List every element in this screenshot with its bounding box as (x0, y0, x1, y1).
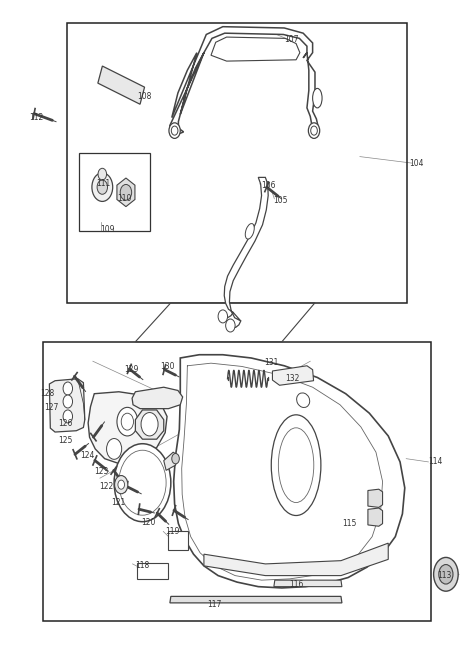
Circle shape (63, 395, 73, 408)
Text: 111: 111 (97, 180, 111, 188)
Text: 105: 105 (273, 195, 288, 204)
Text: 132: 132 (285, 374, 300, 383)
Polygon shape (274, 580, 342, 587)
Circle shape (309, 123, 319, 139)
Polygon shape (224, 177, 268, 321)
Circle shape (92, 173, 113, 201)
Text: 126: 126 (58, 419, 73, 428)
Text: 118: 118 (135, 561, 149, 570)
Text: 130: 130 (160, 362, 174, 371)
Text: 107: 107 (284, 35, 299, 44)
Ellipse shape (245, 223, 254, 239)
Polygon shape (168, 531, 188, 549)
Text: 131: 131 (264, 358, 278, 367)
Circle shape (114, 444, 171, 521)
Circle shape (121, 413, 134, 430)
Polygon shape (368, 489, 383, 507)
Text: 128: 128 (40, 389, 54, 398)
Circle shape (119, 450, 166, 515)
Polygon shape (170, 596, 342, 603)
Circle shape (98, 169, 107, 180)
Circle shape (169, 123, 180, 139)
Circle shape (63, 382, 73, 395)
Text: 117: 117 (207, 600, 221, 609)
Circle shape (171, 126, 178, 135)
Circle shape (218, 310, 228, 323)
Text: 125: 125 (58, 436, 73, 445)
Circle shape (120, 184, 132, 201)
Ellipse shape (313, 89, 322, 108)
Circle shape (107, 439, 122, 460)
Text: 122: 122 (100, 482, 114, 491)
Polygon shape (164, 452, 178, 471)
Ellipse shape (297, 393, 310, 408)
Polygon shape (88, 392, 167, 464)
Circle shape (97, 180, 108, 194)
Text: 127: 127 (44, 403, 58, 412)
Text: 110: 110 (118, 195, 132, 203)
Text: 106: 106 (261, 182, 275, 190)
Circle shape (63, 410, 73, 423)
Circle shape (117, 408, 138, 436)
Polygon shape (204, 543, 388, 575)
Text: 104: 104 (410, 159, 424, 167)
Polygon shape (132, 387, 182, 409)
Text: 115: 115 (342, 519, 356, 528)
Text: 120: 120 (141, 518, 155, 527)
Polygon shape (273, 366, 314, 385)
Text: 114: 114 (428, 458, 443, 466)
Text: 112: 112 (29, 113, 43, 122)
Circle shape (434, 557, 458, 591)
Polygon shape (117, 178, 135, 206)
Polygon shape (137, 563, 168, 579)
Polygon shape (136, 410, 164, 439)
Text: 116: 116 (289, 580, 304, 589)
Polygon shape (368, 508, 383, 526)
Polygon shape (49, 379, 85, 432)
Polygon shape (173, 355, 405, 588)
Text: 108: 108 (137, 92, 152, 101)
Circle shape (311, 126, 318, 135)
Ellipse shape (271, 415, 321, 516)
Text: 109: 109 (100, 225, 114, 234)
Polygon shape (211, 37, 300, 61)
Polygon shape (98, 66, 145, 104)
Circle shape (439, 564, 453, 584)
Polygon shape (170, 27, 318, 135)
Circle shape (226, 319, 235, 332)
Circle shape (115, 476, 128, 493)
Text: 124: 124 (80, 451, 94, 460)
Text: 119: 119 (165, 527, 180, 536)
Text: 129: 129 (124, 365, 139, 374)
Text: 123: 123 (94, 467, 109, 475)
Ellipse shape (278, 428, 314, 503)
Circle shape (172, 454, 179, 464)
Text: 121: 121 (111, 498, 125, 506)
Circle shape (141, 413, 158, 436)
Circle shape (118, 480, 125, 489)
Text: 113: 113 (437, 571, 451, 580)
